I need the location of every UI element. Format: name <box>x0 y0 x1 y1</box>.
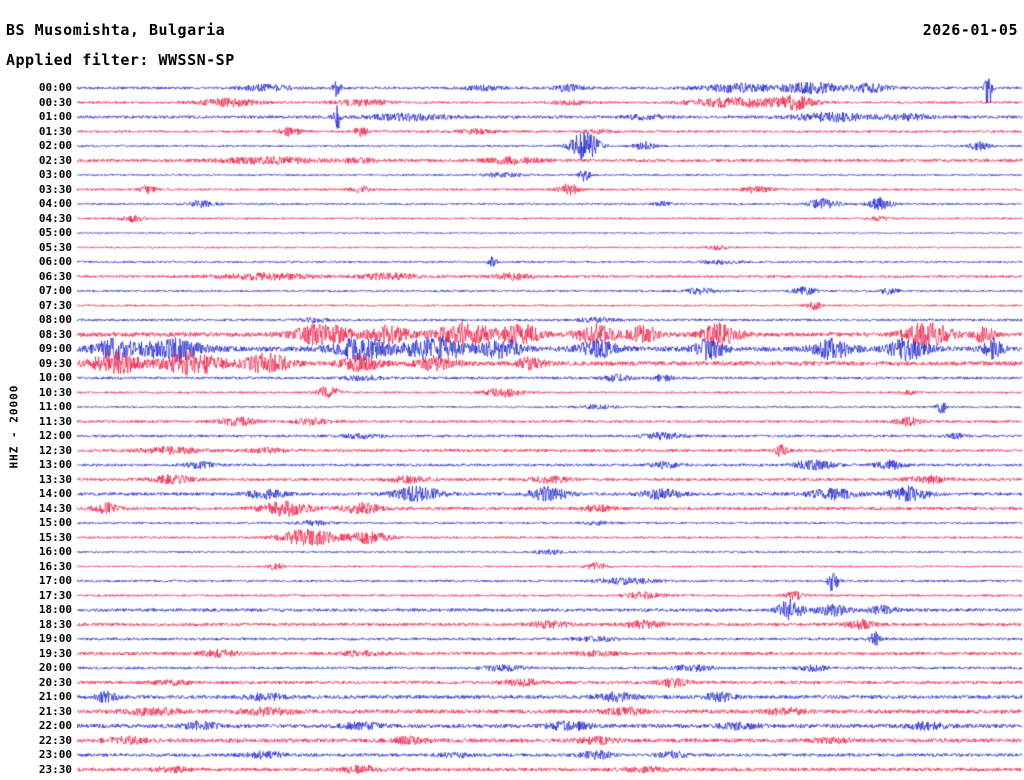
time-label: 00:00 <box>38 81 72 94</box>
time-label: 13:30 <box>38 472 72 486</box>
time-label: 12:30 <box>38 443 72 457</box>
time-label: 03:30 <box>38 182 72 196</box>
time-label: 18:30 <box>38 617 72 631</box>
station-title: BS Musomishta, Bulgaria <box>6 21 226 39</box>
time-label: 04:00 <box>38 197 72 210</box>
time-label: 08:00 <box>38 313 72 326</box>
time-label: 23:30 <box>38 762 72 776</box>
time-label: 07:00 <box>38 284 72 297</box>
time-label: 09:30 <box>38 356 72 370</box>
time-label: 20:00 <box>38 661 72 674</box>
time-label: 19:00 <box>38 632 72 645</box>
time-label: 01:00 <box>38 110 72 123</box>
time-label: 20:30 <box>38 675 72 689</box>
time-label: 06:00 <box>38 255 72 268</box>
time-label: 17:30 <box>38 588 72 602</box>
time-label: 21:00 <box>38 690 72 703</box>
time-label: 08:30 <box>38 327 72 341</box>
time-label: 16:00 <box>38 545 72 558</box>
time-label: 14:00 <box>38 487 72 500</box>
time-label: 05:00 <box>38 226 72 239</box>
time-label: 16:30 <box>38 559 72 573</box>
time-label: 18:00 <box>38 603 72 616</box>
time-label: 09:00 <box>38 342 72 355</box>
time-label: 01:30 <box>38 124 72 138</box>
time-label: 02:30 <box>38 153 72 167</box>
time-label: 10:30 <box>38 385 72 399</box>
time-label: 15:30 <box>38 530 72 544</box>
time-label: 04:30 <box>38 211 72 225</box>
applied-filter-label: Applied filter: WWSSN-SP <box>6 51 235 69</box>
time-label: 23:00 <box>38 748 72 761</box>
time-label: 00:30 <box>38 95 72 109</box>
time-label: 12:00 <box>38 429 72 442</box>
time-label: 11:30 <box>38 414 72 428</box>
time-label: 10:00 <box>38 371 72 384</box>
time-label: 17:00 <box>38 574 72 587</box>
time-label: 14:30 <box>38 501 72 515</box>
time-label: 13:00 <box>38 458 72 471</box>
time-label: 22:30 <box>38 733 72 747</box>
time-label: 05:30 <box>38 240 72 254</box>
time-label: 03:00 <box>38 168 72 181</box>
time-label: 21:30 <box>38 704 72 718</box>
time-label: 02:00 <box>38 139 72 152</box>
time-label: 22:00 <box>38 719 72 732</box>
date-label: 2026-01-05 <box>922 21 1018 39</box>
time-label: 19:30 <box>38 646 72 660</box>
time-label: 11:00 <box>38 400 72 413</box>
time-label: 15:00 <box>38 516 72 529</box>
time-label: 07:30 <box>38 298 72 312</box>
time-label: 06:30 <box>38 269 72 283</box>
